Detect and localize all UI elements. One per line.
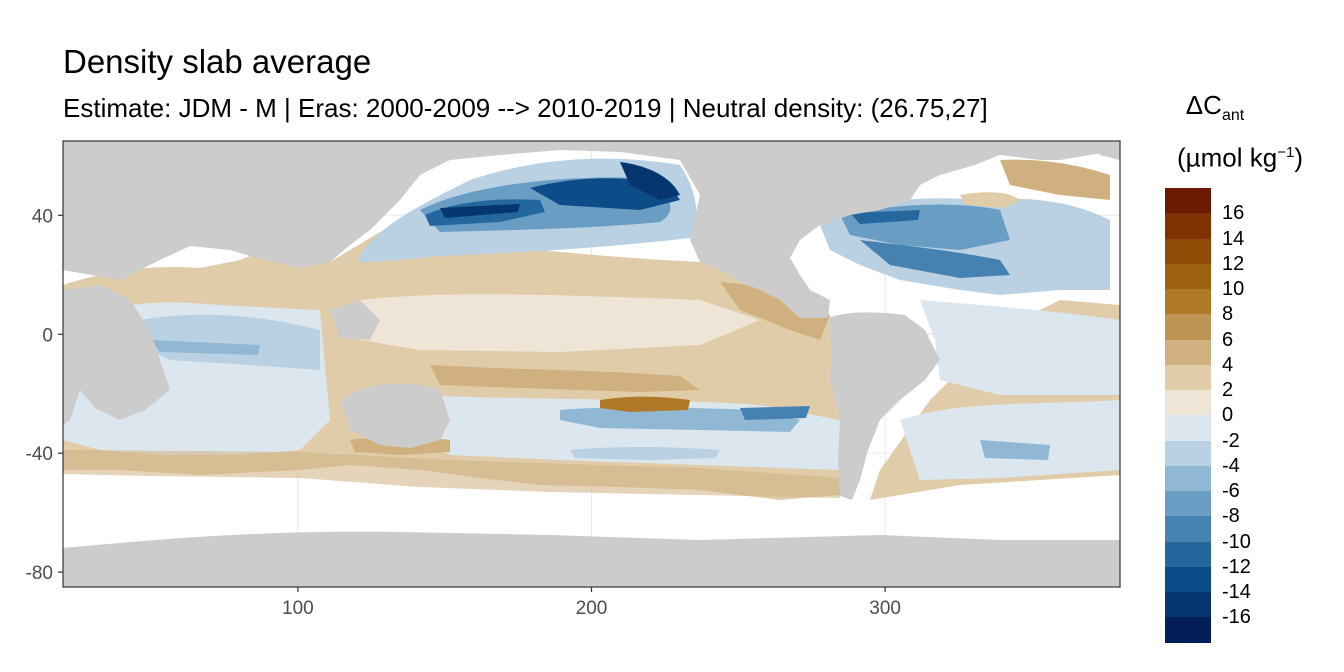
colorbar-label: 10 — [1222, 278, 1245, 300]
colorbar-step — [1165, 238, 1211, 264]
colorbar-step — [1165, 364, 1211, 390]
legend-unit: (µmol kg−1) — [1177, 142, 1303, 173]
colorbar-label: -10 — [1222, 530, 1251, 553]
colorbar-step — [1165, 491, 1211, 517]
colorbar-label: 14 — [1222, 227, 1245, 250]
colorbar-label: -4 — [1222, 454, 1240, 477]
colorbar-label: -8 — [1222, 505, 1240, 528]
x-tick-label: 100 — [282, 598, 314, 619]
land-masses — [63, 141, 1120, 587]
colorbar-label: -2 — [1222, 429, 1240, 452]
y-tick-label: 40 — [32, 206, 53, 227]
colorbar-step — [1165, 617, 1211, 643]
colorbar-step — [1165, 566, 1211, 592]
colorbar-step — [1165, 516, 1211, 542]
colorbar-label: 16 — [1222, 202, 1245, 225]
colorbar-label: 6 — [1222, 328, 1234, 351]
x-tick-label: 200 — [576, 598, 608, 619]
colorbar-label: -12 — [1222, 555, 1251, 578]
colorbar-label: 12 — [1222, 252, 1245, 275]
legend-title: ΔCant — [1185, 90, 1245, 125]
colorbar-label: -16 — [1222, 606, 1251, 629]
colorbar-label: -6 — [1222, 480, 1240, 502]
y-tick-label: -80 — [26, 563, 53, 584]
map-subtitle: Estimate: JDM - M | Eras: 2000-2009 --> … — [63, 93, 988, 123]
colorbar-step — [1165, 541, 1211, 567]
colorbar-step — [1165, 289, 1211, 315]
colorbar-step — [1165, 440, 1211, 466]
colorbar-label: 8 — [1222, 303, 1234, 326]
colorbar-label: 2 — [1222, 379, 1234, 401]
colorbar-step — [1165, 188, 1211, 214]
y-tick-label: -40 — [26, 444, 53, 465]
colorbar-step — [1165, 415, 1211, 441]
y-tick-label: 0 — [42, 325, 53, 346]
colorbar-step — [1165, 213, 1211, 239]
panel-border — [62, 140, 1121, 588]
colorbar-step — [1165, 263, 1211, 289]
colorbar-label: 0 — [1222, 404, 1234, 427]
colorbar — [1165, 188, 1211, 643]
colorbar-step — [1165, 465, 1211, 491]
colorbar-step — [1165, 592, 1211, 618]
colorbar-step — [1165, 339, 1211, 365]
colorbar-step — [1165, 390, 1211, 416]
colorbar-step — [1165, 314, 1211, 340]
ocean-anomaly-field — [63, 158, 1120, 500]
colorbar-label: -14 — [1222, 581, 1251, 603]
map-title: Density slab average — [63, 43, 372, 80]
colorbar-label: 4 — [1222, 353, 1234, 376]
x-tick-label: 300 — [869, 598, 901, 619]
